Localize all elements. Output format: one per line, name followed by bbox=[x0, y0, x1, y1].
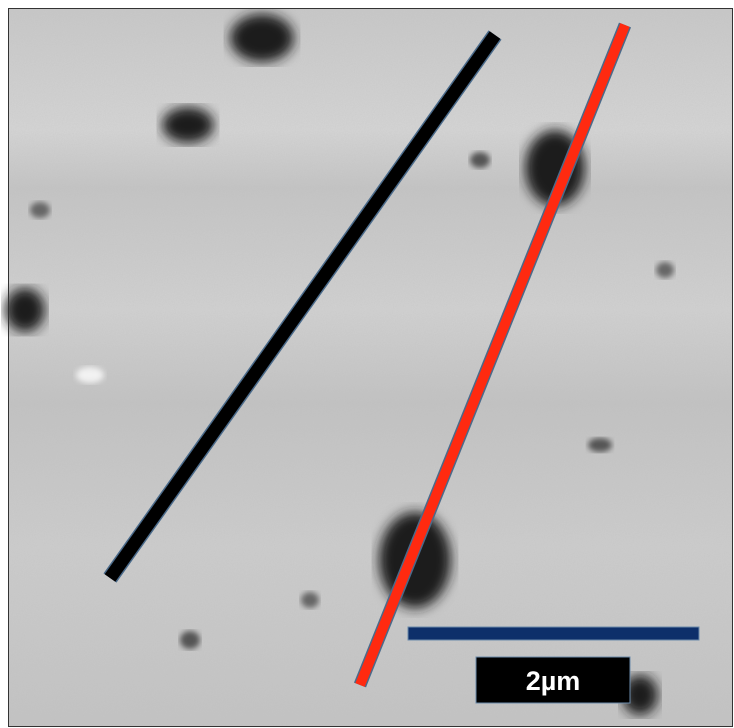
page: 2µm (() => { const data = JSON.parse(doc… bbox=[0, 0, 734, 728]
texture bbox=[8, 8, 732, 726]
scale-label: 2µm bbox=[526, 666, 581, 696]
micrograph: 2µm bbox=[0, 0, 734, 728]
particle bbox=[76, 367, 104, 383]
scale-bar bbox=[408, 627, 699, 640]
